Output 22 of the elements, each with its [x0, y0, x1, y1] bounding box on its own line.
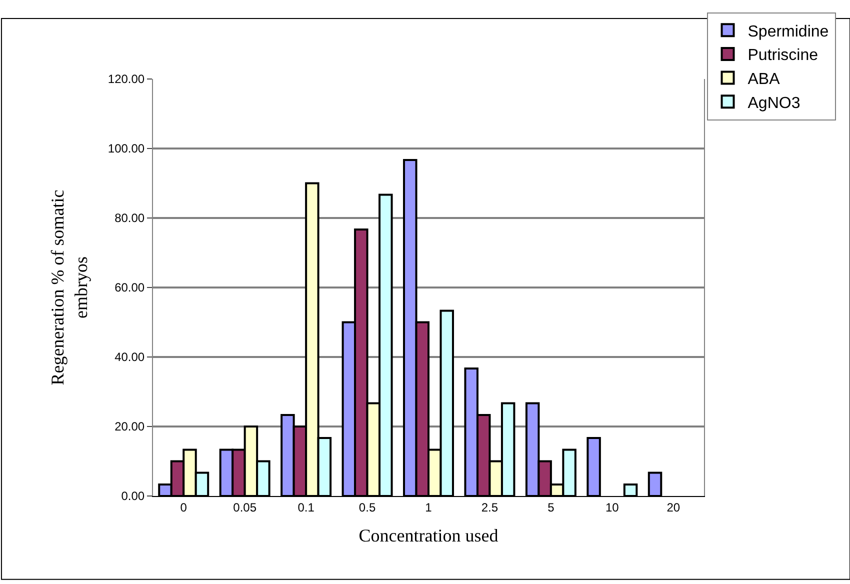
y-tick-label: 0.00 [121, 489, 145, 504]
x-tick-label: 1 [425, 500, 432, 514]
y-tick-label: 40.00 [114, 350, 145, 364]
legend-label: ABA [748, 71, 780, 88]
y-tick-label: 100.00 [108, 142, 145, 156]
x-tick-label: 0.1 [298, 500, 315, 514]
y-tick-label: 60.00 [114, 280, 145, 295]
x-tick-label: 2.5 [481, 500, 498, 514]
y-tick-label: 80.00 [114, 211, 145, 226]
legend-label: Spermidine [748, 23, 829, 40]
x-tick-label: 20 [666, 500, 680, 514]
x-tick-label: 5 [548, 500, 555, 514]
x-tick-label: 10 [605, 500, 620, 514]
y-axis-title: Regeneration % of somatic embryos [48, 190, 92, 386]
x-tick-label: 0 [180, 500, 188, 514]
x-tick-label: 0.5 [358, 500, 376, 514]
legend-label: AgNO3 [748, 94, 800, 112]
x-tick-label: 0.05 [233, 500, 257, 514]
legend-label: Putriscine [748, 47, 818, 64]
x-axis-title: Concentration used [358, 526, 498, 546]
y-tick-label: 20.00 [114, 420, 145, 434]
y-tick-label: 120.00 [108, 72, 145, 86]
